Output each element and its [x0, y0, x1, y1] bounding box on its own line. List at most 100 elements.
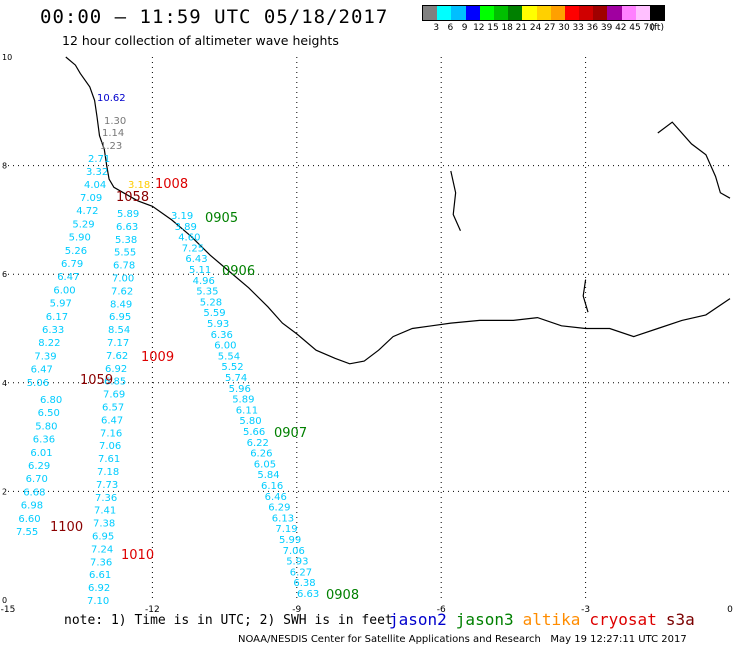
pass-time-label: 0907: [274, 426, 307, 441]
legend-swatch: [465, 6, 480, 20]
wave-height-label: 6.92: [105, 364, 127, 375]
wave-height-label: 6.43: [185, 254, 207, 265]
coastline: [65, 56, 731, 365]
wave-height-label: 7.06: [99, 441, 121, 452]
legend-tick-label: 42: [615, 23, 627, 33]
pass-time-label: 0908: [326, 588, 359, 603]
legend-swatch: [479, 6, 494, 20]
wave-height-label: 6.33: [42, 325, 64, 336]
map-note: note: 1) Time is in UTC; 2) SWH is in fe…: [64, 613, 393, 628]
wave-height-label: 5.93: [207, 319, 229, 330]
map-grid: [8, 57, 730, 600]
legend-swatch: [621, 6, 636, 20]
wave-height-label: 6.47: [31, 365, 53, 376]
map-subtitle: 12 hour collection of altimeter wave hei…: [62, 33, 339, 48]
legend-tick-label: 36: [586, 23, 599, 33]
wave-height-label: 6.29: [268, 503, 290, 514]
wave-height-label: 6.11: [236, 405, 258, 416]
legend-tick-label: 9: [461, 23, 468, 33]
wave-height-label: 5.84: [257, 470, 279, 481]
wave-height-label: 6.63: [116, 222, 138, 233]
legend-tick-label: 30: [558, 23, 570, 33]
wave-height-label: 4.60: [178, 233, 200, 244]
wave-height-label: 5.80: [239, 416, 261, 427]
wave-height-label: 6.16: [261, 481, 283, 492]
wave-height-label: 6.13: [272, 513, 294, 524]
wave-height-label: 3.18: [128, 180, 150, 191]
x-tick-label: -6: [437, 605, 446, 615]
pass-time-label: 1010: [121, 548, 154, 563]
legend-tick-label: 21: [515, 23, 528, 33]
wave-height-label: 6.80: [40, 395, 62, 406]
wave-height-label: 3.32: [86, 167, 108, 178]
wave-height-label: 6.00: [53, 285, 75, 296]
legend-swatches: [422, 5, 666, 21]
wave-height-label: 7.62: [111, 286, 133, 297]
track-labels: 10.62 1.301.14 1.23 2.71 3.32 4.04 3.18 7.09 4.7…: [16, 93, 359, 607]
legend-swatch: [650, 6, 665, 20]
legend-tick-label: 70: [643, 23, 655, 33]
wave-height-label: 7.36: [95, 493, 117, 504]
wave-height-label: 5.96: [229, 384, 251, 395]
wave-height-label: 5.11: [189, 265, 211, 276]
legend-swatch: [451, 6, 466, 20]
wave-height-label: 3.19: [171, 211, 193, 222]
wave-height-label: 6.22: [247, 438, 269, 449]
color-scale-legend: 3 6 9 12 15 18 21 24 27 30 33 36 39 42 45 70 (ft): [422, 5, 666, 35]
wave-height-label: 5.38: [115, 235, 137, 246]
legend-tick-label: (ft): [650, 23, 664, 33]
wave-height-label: 6.95: [109, 312, 131, 323]
wave-height-label: 2.71: [88, 154, 110, 165]
wave-height-label: 6.47: [57, 272, 79, 283]
legend-tick-label: 27: [544, 23, 556, 33]
wave-height-label: 6.57: [102, 403, 124, 414]
legend-swatch: [437, 6, 452, 20]
pass-time-label: 1100: [50, 520, 83, 535]
wave-height-label: 6.29: [28, 461, 50, 472]
wave-height-label: 7.55: [16, 527, 38, 538]
wave-height-label: 7.24: [91, 544, 113, 555]
lake-kossou: [450, 170, 462, 232]
wave-height-label: 7.41: [94, 506, 116, 517]
legend-tick-label: 18: [501, 23, 513, 33]
wave-height-label: 6.46: [265, 492, 287, 503]
wave-height-label: 5.29: [72, 219, 94, 230]
coastline-gulf-of-guinea: [65, 56, 731, 365]
wave-height-label: 5.93: [286, 557, 308, 568]
wave-height-label: 5.35: [196, 287, 218, 298]
wave-height-label: 5.26: [65, 246, 87, 257]
legend-swatch: [579, 6, 594, 20]
wave-height-label: 6.78: [113, 261, 135, 272]
wave-height-label: 8.49: [110, 299, 132, 310]
pass-time-label: 1008: [155, 177, 188, 192]
wave-height-label: 5.90: [69, 233, 91, 244]
wave-height-label: 7.18: [97, 467, 119, 478]
legend-swatch: [564, 6, 580, 20]
wave-height-label: 5.89: [232, 395, 254, 406]
legend-tick-label: 6: [447, 23, 454, 33]
wave-height-label: 5.74: [225, 373, 247, 384]
satellite-legend: jason2 jason3 altika cryosat s3a: [389, 610, 695, 629]
legend-swatch: [607, 6, 622, 20]
wave-height-label: 1.14: [102, 128, 124, 139]
wave-height-label: 6.01: [30, 448, 52, 459]
wave-height-label: 7.61: [98, 454, 120, 465]
map-title: 00:00 – 11:59 UTC 05/18/2017: [40, 6, 389, 28]
wave-height-label: 5.28: [200, 297, 222, 308]
wave-height-label: 7.62: [106, 351, 128, 362]
legend-swatch: [593, 6, 608, 20]
wave-height-label: 7.10: [87, 596, 109, 607]
pass-time-label: 1009: [141, 350, 174, 365]
y-tick-label: 10: [2, 53, 12, 62]
wave-height-label: 6.79: [61, 259, 83, 270]
wave-height-label: 5.97: [50, 299, 72, 310]
wave-height-label: 7.25: [182, 243, 204, 254]
wave-height-label: 6.27: [290, 567, 312, 578]
satellite-cryosat: cryosat: [589, 610, 657, 629]
river-fragment: [582, 279, 589, 313]
satellite-s3a: s3a: [665, 610, 695, 629]
wave-height-label: 5.80: [35, 421, 57, 432]
wave-height-label: 7.16: [100, 428, 122, 439]
legend-tick-label: 3: [433, 23, 440, 33]
